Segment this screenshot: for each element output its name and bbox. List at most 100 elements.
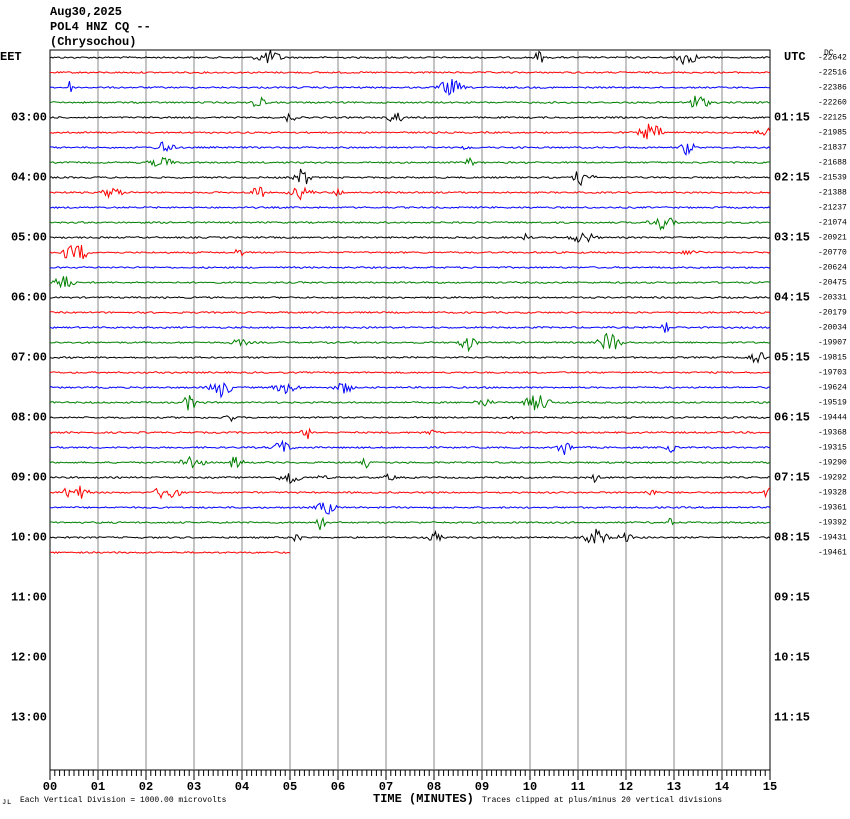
trace-offset: -20624 — [818, 264, 847, 273]
header-line: (Chrysochou) — [50, 35, 136, 49]
right-title: UTC — [784, 50, 806, 64]
seismic-trace — [49, 295, 771, 299]
seismic-trace — [49, 332, 771, 353]
seismic-trace — [49, 528, 771, 544]
x-tick-label: 14 — [715, 780, 729, 794]
trace-offset: -20921 — [818, 234, 847, 243]
seismic-trace — [49, 244, 771, 260]
left-time-label: 11:00 — [11, 591, 47, 605]
trace-offset: -22125 — [818, 114, 847, 123]
trace-offset: -22642 — [818, 54, 847, 63]
seismic-trace — [49, 276, 771, 289]
right-time-label: 08:15 — [774, 531, 810, 545]
seismic-trace — [49, 123, 771, 140]
left-time-label: 12:00 — [11, 651, 47, 665]
seismic-trace — [49, 455, 771, 469]
scale-note: Each Vertical Division = 1000.00 microvo… — [20, 796, 227, 805]
seismic-trace — [49, 439, 770, 455]
trace-offset: -20331 — [818, 294, 847, 303]
trace-offset: -20034 — [818, 324, 847, 333]
trace-offset: -19907 — [818, 339, 847, 348]
trace-offset: -19431 — [818, 534, 847, 543]
left-time-label: 09:00 — [11, 471, 47, 485]
seismic-trace — [49, 186, 771, 201]
trace-offset: -19624 — [818, 384, 847, 393]
seismic-trace — [49, 322, 771, 333]
seismic-trace — [49, 78, 771, 96]
x-tick-label: 09 — [475, 780, 489, 794]
trace-offset: -19368 — [818, 429, 847, 438]
x-tick-label: 07 — [379, 780, 393, 794]
trace-offset: -20770 — [818, 249, 847, 258]
trace-offset: -21985 — [818, 129, 847, 138]
trace-offset: -21388 — [818, 189, 847, 198]
trace-offset: -19461 — [818, 549, 847, 558]
trace-offset: -19290 — [818, 459, 847, 468]
left-time-label: 04:00 — [11, 171, 47, 185]
seismic-trace — [49, 352, 771, 364]
seismic-trace — [49, 485, 771, 500]
seismic-trace — [49, 311, 771, 314]
trace-offset: -22516 — [818, 69, 847, 78]
x-tick-label: 13 — [667, 780, 681, 794]
right-time-label: 04:15 — [774, 291, 810, 305]
right-time-label: 11:15 — [774, 711, 810, 725]
x-tick-label: 06 — [331, 780, 345, 794]
trace-offset: -20475 — [818, 279, 847, 288]
seismic-trace — [49, 382, 771, 399]
trace-offset: -19444 — [818, 414, 847, 423]
x-tick-label: 02 — [139, 780, 153, 794]
seismic-trace — [49, 168, 771, 187]
seismic-trace — [49, 156, 771, 167]
seismic-trace — [49, 50, 770, 66]
seismic-trace — [49, 473, 771, 485]
trace-offset: -21237 — [818, 204, 847, 213]
seismic-trace — [49, 427, 771, 440]
trace-offset: -19703 — [818, 369, 847, 378]
x-tick-label: 15 — [763, 780, 777, 794]
seismic-trace — [49, 112, 771, 123]
trace-offset: -19328 — [818, 489, 847, 498]
x-axis-title: TIME (MINUTES) — [373, 792, 474, 806]
right-time-label: 03:15 — [774, 231, 810, 245]
right-time-label: 01:15 — [774, 111, 810, 125]
seismic-trace — [49, 551, 291, 554]
left-time-label: 08:00 — [11, 411, 47, 425]
seismic-trace — [49, 141, 771, 157]
trace-offset: -19361 — [818, 504, 847, 513]
seismic-trace — [49, 95, 771, 108]
trace-offset: -19815 — [818, 354, 847, 363]
header-line: POL4 HNZ CQ -- — [50, 20, 151, 34]
clip-note: Traces clipped at plus/minus 20 vertical… — [482, 796, 722, 805]
left-time-label: 05:00 — [11, 231, 47, 245]
seismic-trace — [49, 70, 771, 74]
x-tick-label: 01 — [91, 780, 105, 794]
plot-frame — [49, 49, 771, 771]
right-time-label: 09:15 — [774, 591, 810, 605]
x-tick-label: 08 — [427, 780, 441, 794]
seismic-trace — [49, 502, 771, 515]
x-tick-label: 05 — [283, 780, 297, 794]
left-time-label: 07:00 — [11, 351, 47, 365]
x-tick-label: 04 — [235, 780, 249, 794]
left-time-label: 13:00 — [11, 711, 47, 725]
left-time-label: 06:00 — [11, 291, 47, 305]
seismic-trace — [49, 265, 771, 269]
left-time-label: 03:00 — [11, 111, 47, 125]
right-time-label: 02:15 — [774, 171, 810, 185]
logo: ᴊʟ — [2, 798, 12, 807]
x-tick-label: 10 — [523, 780, 537, 794]
right-time-label: 06:15 — [774, 411, 810, 425]
trace-offset: -19292 — [818, 474, 847, 483]
trace-offset: -19392 — [818, 519, 847, 528]
trace-offset: -20179 — [818, 309, 847, 318]
trace-offset: -21837 — [818, 144, 847, 153]
seismic-trace — [49, 217, 771, 231]
trace-offset: -22260 — [818, 99, 847, 108]
seismic-trace — [49, 395, 771, 411]
left-time-label: 10:00 — [11, 531, 47, 545]
right-time-label: 05:15 — [774, 351, 810, 365]
seismic-trace — [49, 232, 771, 244]
